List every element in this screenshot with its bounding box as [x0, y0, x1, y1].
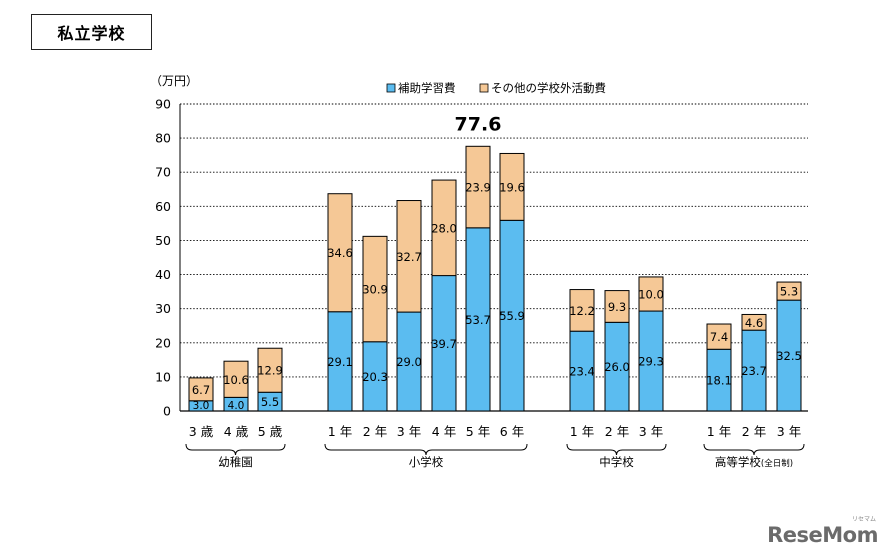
bar-segment-hojo [776, 299, 802, 412]
data-label: 39.7 [431, 337, 457, 351]
bar-segment-other [223, 360, 249, 398]
group-label: 中学校 [599, 455, 634, 469]
legend-swatch [479, 83, 489, 93]
data-label: 12.2 [569, 304, 595, 318]
watermark-logo: ReseMom [767, 523, 878, 547]
bar-segment-hojo [569, 330, 595, 412]
y-tick-label: 30 [155, 301, 171, 316]
bar-segment-hojo [741, 329, 767, 412]
watermark-sub: リセマム [851, 516, 876, 523]
data-label: 32.7 [396, 250, 422, 264]
bar-segment-hojo [396, 311, 422, 412]
data-label: 4.6 [745, 316, 763, 330]
y-tick-label: 90 [155, 97, 171, 112]
bar-segment-other [499, 152, 525, 221]
x-tick-label: 4 年 [432, 424, 456, 439]
bar-segment-hojo [327, 311, 353, 412]
x-tick-label: 2 年 [363, 424, 387, 439]
bar-segment-hojo [706, 348, 732, 412]
x-tick-label: 1 年 [570, 424, 594, 439]
data-label: 29.1 [327, 355, 353, 369]
x-tick-label: 3 年 [639, 424, 663, 439]
y-unit-label: （万円） [150, 74, 198, 88]
y-tick-label: 20 [155, 335, 171, 350]
x-tick-label: 1 年 [328, 424, 352, 439]
data-label: 29.0 [396, 355, 422, 369]
bar-segment-other [188, 377, 214, 402]
group-bracket [703, 443, 805, 456]
bar-segment-other [741, 313, 767, 331]
data-label: 34.6 [327, 246, 353, 260]
data-label: 9.3 [608, 300, 626, 314]
x-tick-label: 2 年 [605, 424, 629, 439]
data-label: 18.1 [706, 374, 732, 388]
x-tick-label: 1 年 [707, 424, 731, 439]
x-tick-label: 5 年 [466, 424, 490, 439]
bar-segment-other [465, 145, 491, 229]
data-label: 53.7 [465, 313, 491, 327]
bar-segment-hojo [431, 275, 457, 412]
data-label: 23.7 [741, 364, 767, 378]
data-label: 23.9 [465, 181, 491, 195]
x-tick-label: 3 年 [777, 424, 801, 439]
page-title: 私立学校 [31, 14, 152, 50]
legend-label: その他の学校外活動費 [491, 81, 606, 95]
bar-segment-other [638, 276, 664, 312]
bar-segment-other [604, 290, 630, 323]
data-label: 20.3 [362, 370, 388, 384]
bar-segment-other [569, 289, 595, 332]
y-tick-label: 70 [155, 165, 171, 180]
data-label: 5.3 [780, 285, 798, 299]
x-tick-label: 4 歳 [224, 424, 249, 439]
y-tick-label: 60 [155, 199, 171, 214]
bar-segment-hojo [362, 341, 388, 412]
legend-label: 補助学習費 [398, 81, 456, 95]
x-tick-label: 3 歳 [189, 424, 214, 439]
x-tick-label: 2 年 [742, 424, 766, 439]
data-label: 23.4 [569, 365, 595, 379]
y-tick-label: 10 [155, 369, 171, 384]
data-label: 6.7 [192, 383, 210, 397]
y-tick-label: 40 [155, 267, 171, 282]
bar-segment-other [396, 200, 422, 313]
x-tick-label: 6 年 [500, 424, 524, 439]
data-label: 29.3 [638, 355, 664, 369]
x-tick-label: 5 歳 [258, 424, 283, 439]
data-label: 12.9 [257, 364, 283, 378]
group-label: 小学校 [409, 455, 444, 469]
data-label: 26.0 [604, 360, 630, 374]
data-label: 10.0 [638, 287, 664, 301]
bar-segment-other [706, 323, 732, 350]
group-bracket [185, 443, 286, 456]
highlight-label: 77.6 [455, 113, 502, 135]
y-tick-label: 50 [155, 233, 171, 248]
data-label: 7.4 [710, 330, 728, 344]
data-label: 10.6 [223, 373, 249, 387]
bar-segment-other [776, 281, 802, 301]
x-tick-label: 3 年 [397, 424, 421, 439]
bar-segment-other [362, 235, 388, 343]
data-label: 30.9 [362, 283, 388, 297]
bar-segment-other [431, 179, 457, 277]
bar-segment-other [327, 193, 353, 313]
data-label: 5.5 [261, 395, 279, 409]
bar-segment-hojo [465, 227, 491, 412]
data-label: 19.6 [499, 180, 525, 194]
bar-segment-other [257, 347, 283, 393]
data-label: 3.0 [193, 400, 210, 412]
data-label: 55.9 [499, 309, 525, 323]
data-label: 32.5 [776, 349, 802, 363]
y-tick-label: 0 [163, 404, 171, 419]
data-label: 28.0 [431, 221, 457, 235]
group-label: 幼稚園 [218, 455, 253, 469]
group-label-suffix: (全日制) [761, 458, 793, 469]
legend-swatch [386, 83, 396, 93]
data-label: 4.0 [228, 400, 245, 412]
y-tick-label: 80 [155, 131, 171, 146]
group-label: 高等学校(全日制) [715, 455, 793, 469]
group-bracket [566, 443, 667, 456]
group-bracket [324, 443, 528, 456]
